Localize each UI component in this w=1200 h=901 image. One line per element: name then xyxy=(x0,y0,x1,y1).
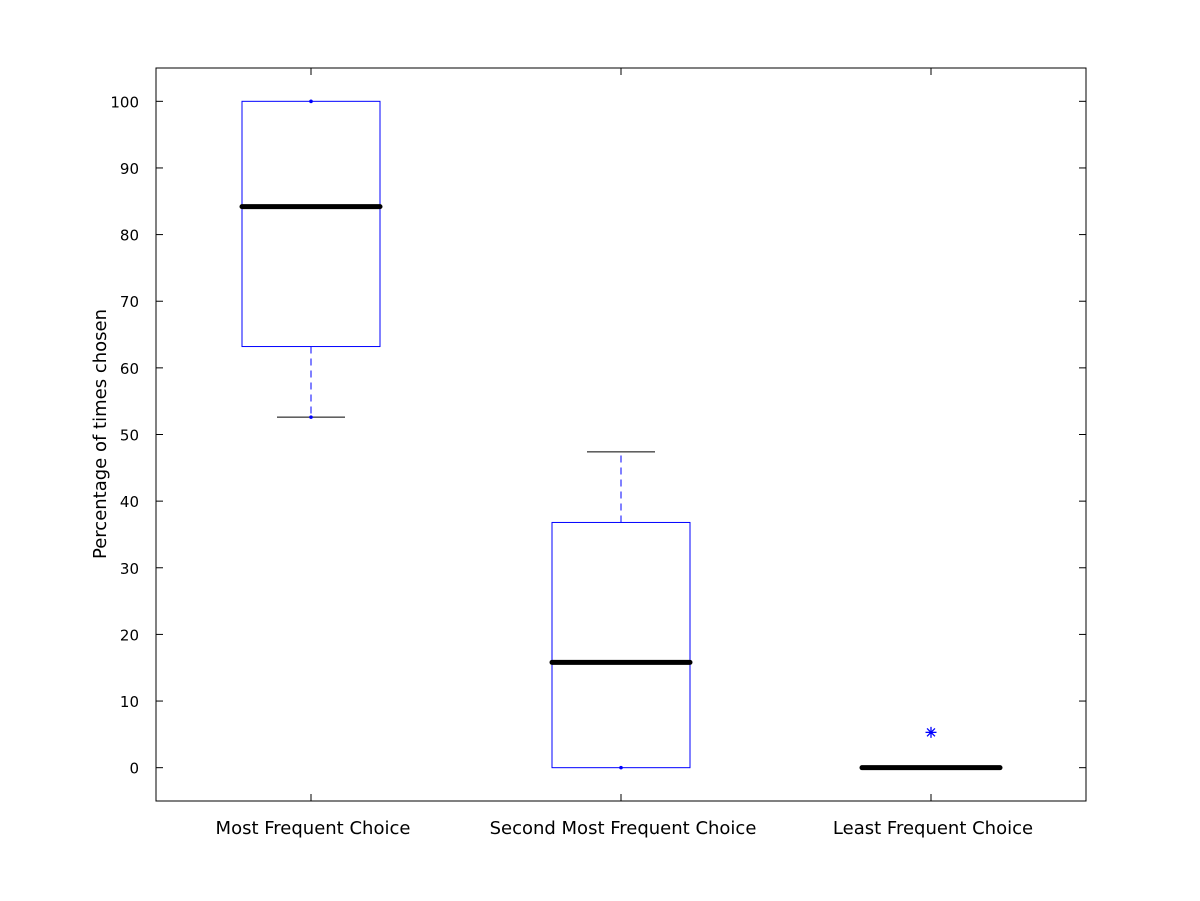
x-category-label: Least Frequent Choice xyxy=(833,818,1033,839)
y-tick-label: 10 xyxy=(120,693,139,711)
y-tick-label: 70 xyxy=(120,293,139,311)
x-axis-ticks: Most Frequent Choice Second Most Frequent… xyxy=(216,68,1033,839)
plot-area xyxy=(155,67,1087,802)
lower-whisker-point xyxy=(309,415,313,419)
y-tick-label: 50 xyxy=(120,427,139,445)
y-tick-label: 100 xyxy=(110,93,139,111)
y-tick-label: 30 xyxy=(120,560,139,578)
box-group xyxy=(859,726,1003,771)
y-tick-label: 20 xyxy=(120,626,139,644)
box-group xyxy=(239,99,383,419)
iqr-box xyxy=(551,521,691,769)
x-category-label: Second Most Frequent Choice xyxy=(490,818,757,839)
y-tick-label: 40 xyxy=(120,493,139,511)
y-tick-label: 80 xyxy=(120,227,139,245)
y-tick-label: 90 xyxy=(120,160,139,178)
box-series xyxy=(239,99,1003,771)
box-group xyxy=(549,451,693,770)
x-category-label: Most Frequent Choice xyxy=(216,818,411,839)
y-tick-label: 0 xyxy=(129,760,139,778)
outlier-marker xyxy=(925,726,937,738)
iqr-box xyxy=(241,100,381,348)
y-axis-label: Percentage of times chosen xyxy=(90,309,111,559)
y-tick-label: 60 xyxy=(120,360,139,378)
y-axis-ticks: 0 10 20 30 40 50 60 70 80 90 100 xyxy=(110,93,1086,778)
